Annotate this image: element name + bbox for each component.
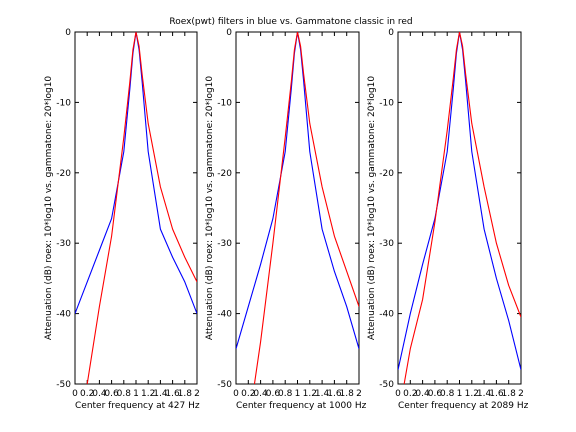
gammatone-curve (253, 32, 359, 384)
axes-box (74, 31, 198, 385)
x-tick-label: 1.4 (315, 389, 330, 399)
x-tick-label: 0.6 (428, 389, 443, 399)
chart-panel-2: 0-10-20-30-40-500 0.20.40.60.8 1 1.21.41.61… (205, 28, 367, 411)
x-tick-label: 0.8 (117, 389, 132, 399)
y-tick-label: 0 (388, 28, 394, 38)
y-tick-label: -50 (379, 380, 394, 390)
x-tick-label: 0 (72, 389, 78, 399)
y-tick-label: -20 (217, 169, 232, 179)
y-tick-label: -20 (56, 169, 71, 179)
x-tick-label: 0.8 (278, 389, 293, 399)
x-tick-label: 0.6 (266, 389, 281, 399)
axes-box (235, 31, 360, 385)
roex-curve (236, 32, 359, 349)
y-axis-label: Attenuation (dB) roex: 10*log10 vs. gamm… (44, 76, 54, 341)
y-tick-label: 0 (226, 28, 232, 38)
y-tick-label: -20 (379, 169, 394, 179)
chart-panel-1: 0-10-20-30-40-500 0.20.40.60.8 1 1.21.41.61… (44, 28, 200, 411)
y-tick-label: -10 (56, 98, 71, 108)
y-tick-label: -10 (379, 98, 394, 108)
x-tick-label: 0.4 (415, 389, 430, 399)
x-tick-label: 0 (233, 389, 239, 399)
x-tick-label: 1.8 (178, 389, 193, 399)
y-axis-label: Attenuation (dB) roex: 10*log10 vs. gamm… (367, 76, 377, 341)
x-tick-label: 1.6 (165, 389, 180, 399)
x-tick-label: 0.4 (253, 389, 268, 399)
x-tick-label: 1.2 (465, 389, 479, 399)
x-tick-label: 1.6 (489, 389, 504, 399)
y-axis-label: Attenuation (dB) roex: 10*log10 vs. gamm… (205, 76, 215, 341)
x-axis-label: Center frequency at 427 Hz (75, 401, 200, 411)
y-tick-label: 0 (65, 28, 71, 38)
y-tick-label: -10 (217, 98, 232, 108)
x-tick-label: 2 (194, 389, 200, 399)
x-axis-label: Center frequency at 1000 Hz (236, 401, 367, 411)
x-tick-label: 0.2 (241, 389, 255, 399)
gammatone-curve (86, 32, 197, 384)
x-tick-label: 1 (295, 389, 301, 399)
x-tick-label: 0.2 (403, 389, 417, 399)
x-tick-label: 1.4 (153, 389, 168, 399)
x-tick-label: 1.6 (327, 389, 342, 399)
y-tick-label: -40 (56, 310, 71, 320)
axes-box (397, 31, 522, 385)
y-tick-label: -50 (217, 380, 232, 390)
x-tick-label: 0.8 (440, 389, 455, 399)
y-tick-label: -40 (217, 310, 232, 320)
figure-title: Roex(pwt) filters in blue vs. Gammatone … (169, 17, 412, 27)
y-tick-label: -30 (217, 239, 232, 249)
y-tick-label: -50 (56, 380, 71, 390)
chart-panel-3: 0-10-20-30-40-500 0.20.40.60.8 1 1.21.41.61… (367, 28, 529, 411)
x-tick-label: 1 (457, 389, 463, 399)
x-tick-label: 2 (518, 389, 524, 399)
y-tick-label: -30 (379, 239, 394, 249)
x-tick-label: 1.8 (340, 389, 355, 399)
series-group (236, 32, 359, 384)
series-group (75, 32, 197, 384)
roex-curve (75, 32, 197, 314)
x-tick-label: 1.8 (502, 389, 517, 399)
y-tick-label: -30 (56, 239, 71, 249)
x-tick-label: 0.4 (92, 389, 107, 399)
y-tick-label: -40 (379, 310, 394, 320)
x-tick-label: 0.6 (104, 389, 119, 399)
x-tick-label: 1 (133, 389, 139, 399)
x-tick-label: 0.2 (80, 389, 94, 399)
roex-curve (398, 32, 521, 371)
gammatone-curve (403, 32, 521, 384)
x-axis-label: Center frequency at 2089 Hz (398, 401, 529, 411)
x-tick-label: 1.2 (303, 389, 317, 399)
series-group (398, 32, 521, 384)
x-tick-label: 2 (356, 389, 362, 399)
x-tick-label: 0 (395, 389, 401, 399)
x-tick-label: 1.2 (141, 389, 155, 399)
x-tick-label: 1.4 (477, 389, 492, 399)
